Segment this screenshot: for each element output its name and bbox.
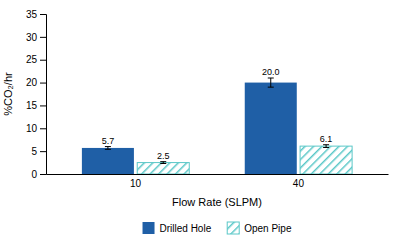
y-tick-mark: [40, 60, 46, 61]
series: [137, 145, 352, 174]
bar: [300, 146, 352, 174]
legend-item: Open Pipe: [227, 222, 292, 234]
legend-item: Drilled Hole: [143, 222, 212, 234]
x-tick-label: 10: [130, 178, 142, 189]
y-tick-mark: [40, 83, 46, 84]
y-tick-mark: [40, 128, 46, 129]
bar: [137, 163, 189, 174]
data-label: 6.1: [320, 134, 333, 144]
y-tick-mark: [40, 37, 46, 38]
error-bar: [105, 147, 111, 150]
y-tick: 25: [26, 54, 46, 65]
error-bar-stem: [270, 78, 271, 87]
data-label: 2.5: [157, 151, 170, 161]
error-bar-cap: [268, 78, 274, 79]
error-bar: [323, 145, 329, 148]
legend-swatch: [143, 222, 155, 234]
plot-area: 0 5 10 15 20 25 30 35 10 40 Flow Rate (SLPM) %CO₂/h…: [2, 9, 389, 208]
y-tick-mark: [40, 14, 46, 15]
x-tick: 10: [130, 178, 142, 189]
y-tick: 15: [26, 100, 46, 111]
y-tick: 10: [26, 123, 46, 134]
error-bar-cap: [323, 144, 329, 145]
chart-container: 0 5 10 15 20 25 30 35 10 40 Flow Rate (SLPM) %CO₂/h…: [0, 0, 400, 248]
y-tick-label: 5: [31, 146, 37, 157]
chart-svg: 0 5 10 15 20 25 30 35 10 40 Flow Rate (SLPM) %CO₂/h…: [0, 0, 400, 248]
data-label: 20.0: [262, 67, 280, 77]
y-tick-mark: [40, 151, 46, 152]
error-bar-cap: [268, 87, 274, 88]
y-tick-label: 10: [26, 123, 38, 134]
error-bar-cap: [160, 161, 166, 162]
y-tick: 35: [26, 9, 46, 20]
y-tick: 0: [31, 169, 46, 180]
y-tick: 30: [26, 32, 46, 43]
x-axis-title: Flow Rate (SLPM): [172, 196, 262, 208]
bar: [82, 148, 134, 174]
y-tick-label: 0: [31, 169, 37, 180]
x-axis-line: [47, 174, 389, 175]
error-bar-cap: [323, 147, 329, 148]
y-tick-mark: [40, 174, 46, 175]
y-tick-label: 35: [26, 9, 38, 20]
legend: Drilled Hole Open Pipe: [143, 222, 292, 234]
marks: [82, 78, 352, 174]
data-labels: 5.7 20.0 2.5 6.1: [102, 67, 333, 161]
error-bar-cap: [105, 149, 111, 150]
data-label: 5.7: [102, 136, 115, 146]
y-tick-label: 20: [26, 77, 38, 88]
x-tick: 40: [293, 178, 305, 189]
y-tick: 5: [31, 146, 46, 157]
error-bar: [160, 162, 166, 164]
legend-label: Drilled Hole: [160, 223, 212, 234]
x-axis: 10 40: [47, 175, 389, 190]
y-tick: 20: [26, 77, 46, 88]
series: [82, 78, 297, 174]
error-bar: [268, 78, 274, 87]
y-axis-line: [40, 15, 47, 175]
y-tick-label: 25: [26, 54, 38, 65]
y-tick-label: 30: [26, 32, 38, 43]
y-tick-mark: [40, 105, 46, 106]
error-bar-cap: [160, 163, 166, 164]
legend-swatch: [227, 222, 239, 234]
y-tick-label: 15: [26, 100, 38, 111]
y-axis: 0 5 10 15 20 25 30 35: [26, 9, 47, 180]
x-tick-label: 40: [293, 178, 305, 189]
error-bar-cap: [105, 146, 111, 147]
bar: [245, 83, 297, 174]
legend-label: Open Pipe: [244, 223, 292, 234]
y-axis-title: %CO₂/hr: [2, 72, 14, 116]
